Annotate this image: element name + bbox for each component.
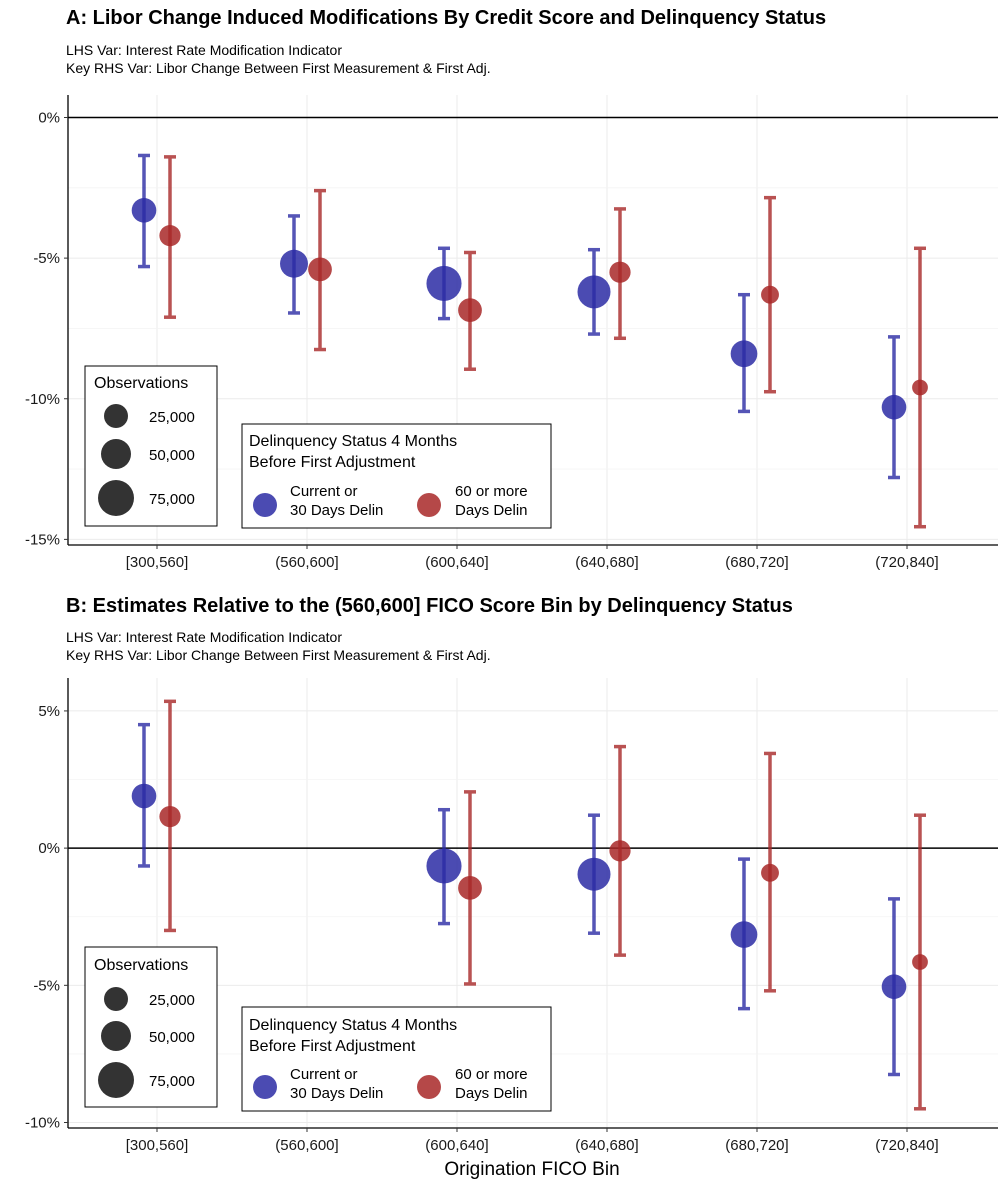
point-delin bbox=[761, 863, 779, 882]
legend-delin-line1: 60 or more bbox=[455, 1066, 528, 1083]
y-tick-label: 5% bbox=[38, 703, 60, 720]
legend-current-line2: 30 Days Delin bbox=[290, 1085, 383, 1102]
point-current bbox=[881, 394, 907, 420]
legend-delinquency: Delinquency Status 4 Months Before First… bbox=[241, 1006, 552, 1112]
point-current bbox=[577, 857, 611, 891]
panel-subtitle-lhs: LHS Var: Interest Rate Modification Indi… bbox=[66, 42, 342, 58]
point-delin bbox=[159, 225, 181, 247]
x-tick-label: (680,720] bbox=[725, 554, 788, 571]
panel-b: B: Estimates Relative to the (560,600] F… bbox=[25, 595, 998, 1154]
y-tick-label: -5% bbox=[33, 250, 60, 267]
panel-a: A: Libor Change Induced Modifications By… bbox=[25, 7, 998, 571]
x-tick-label: (680,720] bbox=[725, 1137, 788, 1154]
axes: 0% -5% -10% -15% [300,560] (560,600] (600,640]… bbox=[25, 95, 998, 571]
y-tick-label: -15% bbox=[25, 531, 60, 548]
legend-title-line1: Delinquency Status 4 Months bbox=[249, 433, 457, 450]
point-current bbox=[730, 921, 758, 948]
legend-delinquency: Delinquency Status 4 Months Before First… bbox=[241, 423, 552, 529]
panel-title: B: Estimates Relative to the (560,600] F… bbox=[66, 595, 793, 617]
legend-title-line1: Delinquency Status 4 Months bbox=[249, 1017, 457, 1034]
panel-subtitle-lhs: LHS Var: Interest Rate Modification Indi… bbox=[66, 629, 342, 645]
axes: 5% 0% -5% -10% [300,560] (560,600] (600,640] (6… bbox=[25, 678, 998, 1154]
point-delin bbox=[609, 840, 631, 862]
legend-size-medium-icon bbox=[101, 1021, 131, 1051]
legend-delin-line1: 60 or more bbox=[455, 483, 528, 500]
legend-title-line2: Before First Adjustment bbox=[249, 454, 416, 471]
legend-current-line2: 30 Days Delin bbox=[290, 502, 383, 519]
point-current bbox=[881, 974, 907, 999]
point-current bbox=[426, 848, 462, 884]
legend-delin-line2: Days Delin bbox=[455, 1085, 528, 1102]
data-layer bbox=[131, 153, 928, 529]
point-delin bbox=[761, 285, 779, 304]
x-tick-label: (640,680] bbox=[575, 554, 638, 571]
x-tick-label: (640,680] bbox=[575, 1137, 638, 1154]
legend-size-medium-icon bbox=[101, 439, 131, 469]
y-tick-label: 0% bbox=[38, 110, 60, 127]
point-delin bbox=[159, 805, 181, 828]
legend-size-small-icon bbox=[104, 987, 128, 1011]
x-tick-label: (720,840] bbox=[875, 1137, 938, 1154]
point-current bbox=[577, 275, 611, 309]
x-tick-label: (560,600] bbox=[275, 1137, 338, 1154]
legend-observations: Observations 25,000 50,000 75,000 bbox=[84, 946, 218, 1108]
point-delin bbox=[458, 876, 482, 900]
point-delin bbox=[912, 379, 928, 396]
x-tick-label: (600,640] bbox=[425, 1137, 488, 1154]
legend-title: Observations bbox=[94, 375, 188, 392]
legend-box bbox=[241, 1006, 552, 1112]
point-delin bbox=[609, 261, 631, 283]
legend-current-line1: Current or bbox=[290, 483, 358, 500]
legend-size-large-icon bbox=[98, 1062, 134, 1098]
point-current bbox=[280, 249, 308, 278]
legend-delin-line2: Days Delin bbox=[455, 502, 528, 519]
legend-size-large-icon bbox=[98, 480, 134, 516]
legend-label: 50,000 bbox=[149, 1029, 195, 1046]
legend-delin-icon bbox=[417, 493, 441, 517]
grid-lines bbox=[68, 678, 998, 1128]
legend-title: Observations bbox=[94, 957, 188, 974]
x-tick-label: (720,840] bbox=[875, 554, 938, 571]
data-layer bbox=[131, 699, 928, 1111]
y-tick-label: -5% bbox=[33, 977, 60, 994]
x-tick-label: [300,560] bbox=[126, 1137, 189, 1154]
legend-label: 75,000 bbox=[149, 1073, 195, 1090]
legend-current-line1: Current or bbox=[290, 1066, 358, 1083]
y-tick-label: 0% bbox=[38, 840, 60, 857]
panel-title: A: Libor Change Induced Modifications By… bbox=[66, 7, 826, 29]
point-current bbox=[131, 198, 157, 223]
point-delin bbox=[912, 954, 928, 970]
legend-current-icon bbox=[253, 493, 277, 517]
legend-observations: Observations 25,000 50,000 75,000 bbox=[84, 365, 218, 527]
point-delin bbox=[308, 257, 332, 282]
legend-label: 25,000 bbox=[149, 992, 195, 1009]
panel-subtitle-rhs: Key RHS Var: Libor Change Between First … bbox=[66, 647, 491, 663]
point-delin bbox=[458, 298, 482, 323]
x-tick-label: [300,560] bbox=[126, 554, 189, 571]
legend-label: 25,000 bbox=[149, 409, 195, 426]
legend-title-line2: Before First Adjustment bbox=[249, 1038, 416, 1055]
point-current bbox=[730, 340, 758, 368]
grid-lines bbox=[68, 95, 998, 545]
y-tick-label: -10% bbox=[25, 1115, 60, 1132]
x-axis-label: Origination FICO Bin bbox=[444, 1159, 619, 1180]
panel-subtitle-rhs: Key RHS Var: Libor Change Between First … bbox=[66, 60, 491, 76]
x-tick-label: (560,600] bbox=[275, 554, 338, 571]
legend-label: 50,000 bbox=[149, 447, 195, 464]
point-current bbox=[131, 783, 157, 809]
point-current bbox=[426, 265, 462, 301]
x-tick-label: (600,640] bbox=[425, 554, 488, 571]
legend-size-small-icon bbox=[104, 404, 128, 428]
legend-current-icon bbox=[253, 1075, 277, 1099]
legend-box bbox=[241, 423, 552, 529]
y-tick-label: -10% bbox=[25, 391, 60, 408]
legend-delin-icon bbox=[417, 1075, 441, 1099]
legend-label: 75,000 bbox=[149, 491, 195, 508]
